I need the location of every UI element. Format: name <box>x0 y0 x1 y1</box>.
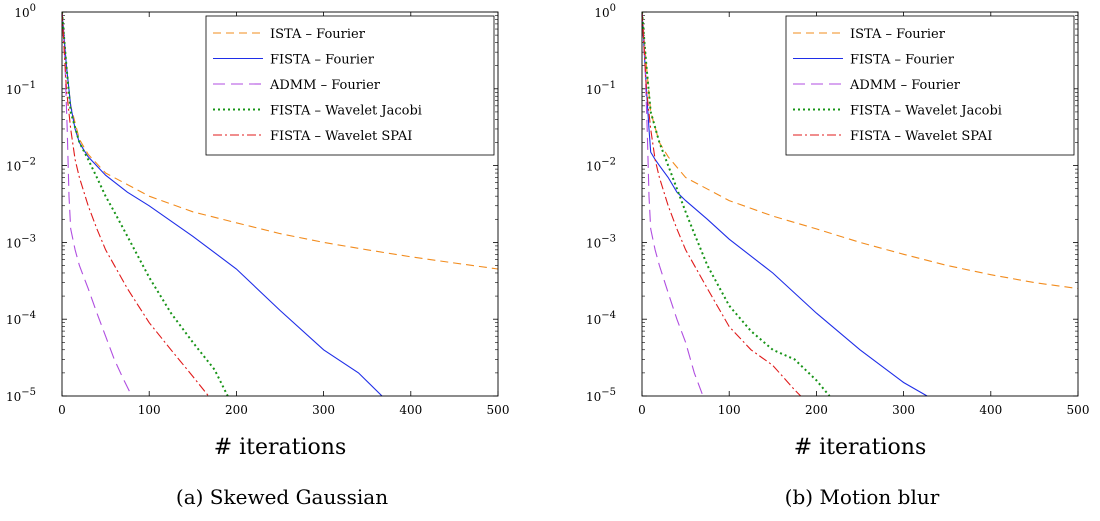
legend-label: FISTA – Fourier <box>270 53 375 68</box>
series-line <box>642 12 928 396</box>
y-tick-label: 10−5 <box>586 387 616 404</box>
y-tick-exponent: 0 <box>610 3 616 14</box>
y-tick-label: 10−3 <box>586 233 616 250</box>
y-tick-exponent: −5 <box>601 387 616 398</box>
y-tick-exponent: −5 <box>21 387 36 398</box>
series-line <box>62 12 209 396</box>
y-tick-exponent: −2 <box>21 157 36 168</box>
x-tick-label: 100 <box>138 403 161 417</box>
legend-label: ISTA – Fourier <box>850 27 946 42</box>
y-tick-exponent: −2 <box>601 157 616 168</box>
y-tick-label: 10−5 <box>6 387 36 404</box>
y-tick-exponent: −3 <box>21 233 36 244</box>
legend-label: FISTA – Wavelet Jacobi <box>270 104 422 119</box>
x-axis-label: # iterations <box>214 435 347 460</box>
x-tick-label: 500 <box>1067 403 1090 417</box>
axes-frame <box>641 11 1079 397</box>
y-tick-label: 10−1 <box>586 80 616 97</box>
x-tick-label: 400 <box>399 403 422 417</box>
y-tick-label: 10−1 <box>6 80 36 97</box>
series-line <box>642 12 831 396</box>
series-group <box>62 12 498 396</box>
y-tick-label: 10−4 <box>6 310 36 327</box>
y-tick-exponent: −4 <box>601 310 616 321</box>
x-axis-label: # iterations <box>794 435 927 460</box>
legend-label: ADMM – Fourier <box>269 78 381 93</box>
x-tick-label: 300 <box>892 403 915 417</box>
legend-label: FISTA – Wavelet Jacobi <box>850 104 1002 119</box>
y-tick-label: 10−4 <box>586 310 616 327</box>
x-tick-label: 200 <box>225 403 248 417</box>
y-tick-label: 10−2 <box>6 157 36 174</box>
legend-box <box>785 15 1075 156</box>
x-tick-label: 0 <box>58 403 66 417</box>
panel-a: (a) Skewed Gaussian 100 10−1 10−2 10−3 10−4 1… <box>6 3 509 509</box>
series-line <box>642 12 704 396</box>
x-tick-label: 100 <box>718 403 741 417</box>
y-tick-exponent: 0 <box>30 3 36 14</box>
x-tick-label: 500 <box>487 403 510 417</box>
axes-frame <box>61 11 499 397</box>
series-line <box>62 12 229 396</box>
legend-label: ADMM – Fourier <box>849 78 961 93</box>
y-tick-exponent: −3 <box>601 233 616 244</box>
series-line <box>62 12 133 396</box>
y-tick-label: 10−2 <box>586 157 616 174</box>
x-tick-label: 200 <box>805 403 828 417</box>
y-tick-label: 100 <box>14 3 36 20</box>
y-tick-exponent: −4 <box>21 310 36 321</box>
y-tick-exponent: −1 <box>601 80 616 91</box>
x-tick-label: 400 <box>979 403 1002 417</box>
legend-box <box>205 15 495 156</box>
legend-label: FISTA – Wavelet SPAI <box>270 129 412 144</box>
y-tick-label: 100 <box>594 3 616 20</box>
caption-a: (a) Skewed Gaussian <box>176 485 388 509</box>
caption-b: (b) Motion blur <box>785 485 940 509</box>
series-line <box>62 12 498 270</box>
y-tick-exponent: −1 <box>21 80 36 91</box>
y-tick-label: 10−3 <box>6 233 36 250</box>
legend-label: ISTA – Fourier <box>270 27 366 42</box>
panel-b: (b) Motion blur 100 10−1 10−2 10−3 10−4 10−5 0… <box>586 3 1089 509</box>
legend-label: FISTA – Fourier <box>850 53 955 68</box>
x-tick-label: 0 <box>638 403 646 417</box>
legend-label: FISTA – Wavelet SPAI <box>850 129 992 144</box>
x-tick-label: 300 <box>312 403 335 417</box>
series-line <box>642 12 802 396</box>
series-group <box>642 12 1078 396</box>
